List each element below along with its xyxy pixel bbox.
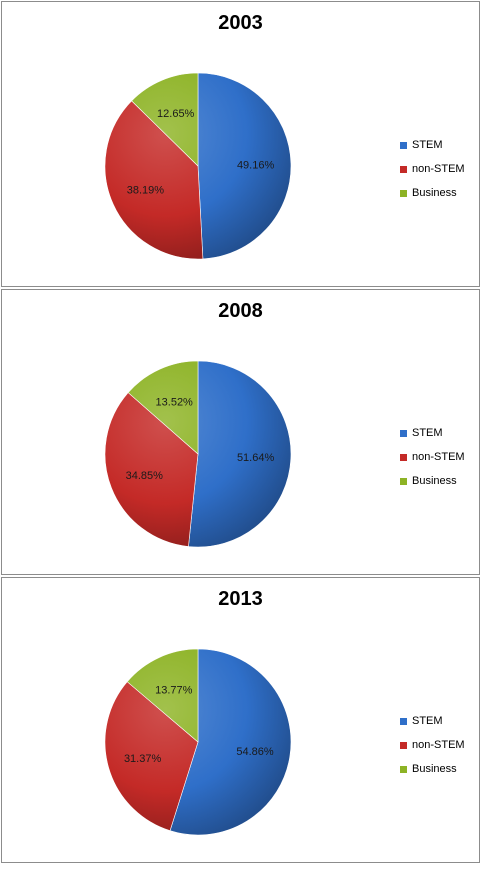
data-label-business: 13.52%: [156, 397, 194, 409]
legend-label: non-STEM: [412, 739, 465, 751]
legend: STEM non-STEM Business: [400, 421, 465, 493]
legend-item-business: Business: [400, 757, 465, 781]
legend-label: STEM: [412, 427, 443, 439]
pie-chart: 49.16% 38.19% 12.65%: [104, 72, 292, 260]
legend: STEM non-STEM Business: [400, 709, 465, 781]
pie-slice-business: [127, 360, 199, 455]
pie-chart: 51.64% 34.85% 13.52%: [104, 360, 292, 548]
pie-slice-non-stem: [104, 100, 204, 260]
pie-chart-panel: 2008 51.64% 34.85% 13.52% STEM non-STEM Bu…: [1, 289, 480, 575]
pie-slice-stem: [188, 360, 292, 548]
legend-item-non-stem: non-STEM: [400, 733, 465, 757]
chart-title: 2013: [218, 588, 263, 610]
pie-slice-non-stem: [104, 392, 199, 547]
legend-swatch: [400, 189, 407, 197]
legend-item-non-stem: non-STEM: [400, 445, 465, 469]
data-label-business: 13.77%: [155, 685, 193, 697]
data-label-non-stem: 31.37%: [124, 753, 162, 765]
data-label-non-stem: 38.19%: [127, 185, 165, 197]
pie-slice-business: [131, 72, 199, 167]
pie-slice-stem: [197, 72, 292, 260]
pie-chart-panel: 2013 54.86% 31.37% 13.77% STEM non-STEM Bu…: [1, 577, 480, 863]
pie-slice-non-stem: [104, 681, 199, 832]
legend-label: non-STEM: [412, 163, 465, 175]
legend-label: STEM: [412, 139, 443, 151]
legend-swatch: [400, 717, 407, 725]
pie-chart-panel: 2003 49.16% 38.19% 12.65% STEM non-STEM Bu…: [1, 1, 480, 287]
chart-title: 2008: [218, 300, 263, 322]
pie-chart: 54.86% 31.37% 13.77%: [104, 648, 292, 836]
legend-swatch: [400, 477, 407, 485]
legend-item-stem: STEM: [400, 133, 465, 157]
legend-label: non-STEM: [412, 451, 465, 463]
data-label-business: 12.65%: [157, 108, 195, 120]
data-label-stem: 49.16%: [237, 160, 275, 172]
legend-label: Business: [412, 763, 457, 775]
legend-swatch: [400, 165, 407, 173]
legend-item-business: Business: [400, 181, 465, 205]
data-label-stem: 54.86%: [236, 746, 274, 758]
legend-swatch: [400, 429, 407, 437]
chart-title: 2003: [218, 12, 263, 34]
data-label-non-stem: 34.85%: [126, 470, 164, 482]
legend-label: STEM: [412, 715, 443, 727]
legend-swatch: [400, 741, 407, 749]
legend-item-non-stem: non-STEM: [400, 157, 465, 181]
legend: STEM non-STEM Business: [400, 133, 465, 205]
legend-label: Business: [412, 187, 457, 199]
legend-item-stem: STEM: [400, 709, 465, 733]
legend-item-business: Business: [400, 469, 465, 493]
legend-label: Business: [412, 475, 457, 487]
pie-slice-business: [126, 648, 199, 743]
data-label-stem: 51.64%: [237, 452, 275, 464]
legend-swatch: [400, 453, 407, 461]
legend-swatch: [400, 141, 407, 149]
legend-swatch: [400, 765, 407, 773]
pie-slice-stem: [169, 648, 292, 836]
legend-item-stem: STEM: [400, 421, 465, 445]
